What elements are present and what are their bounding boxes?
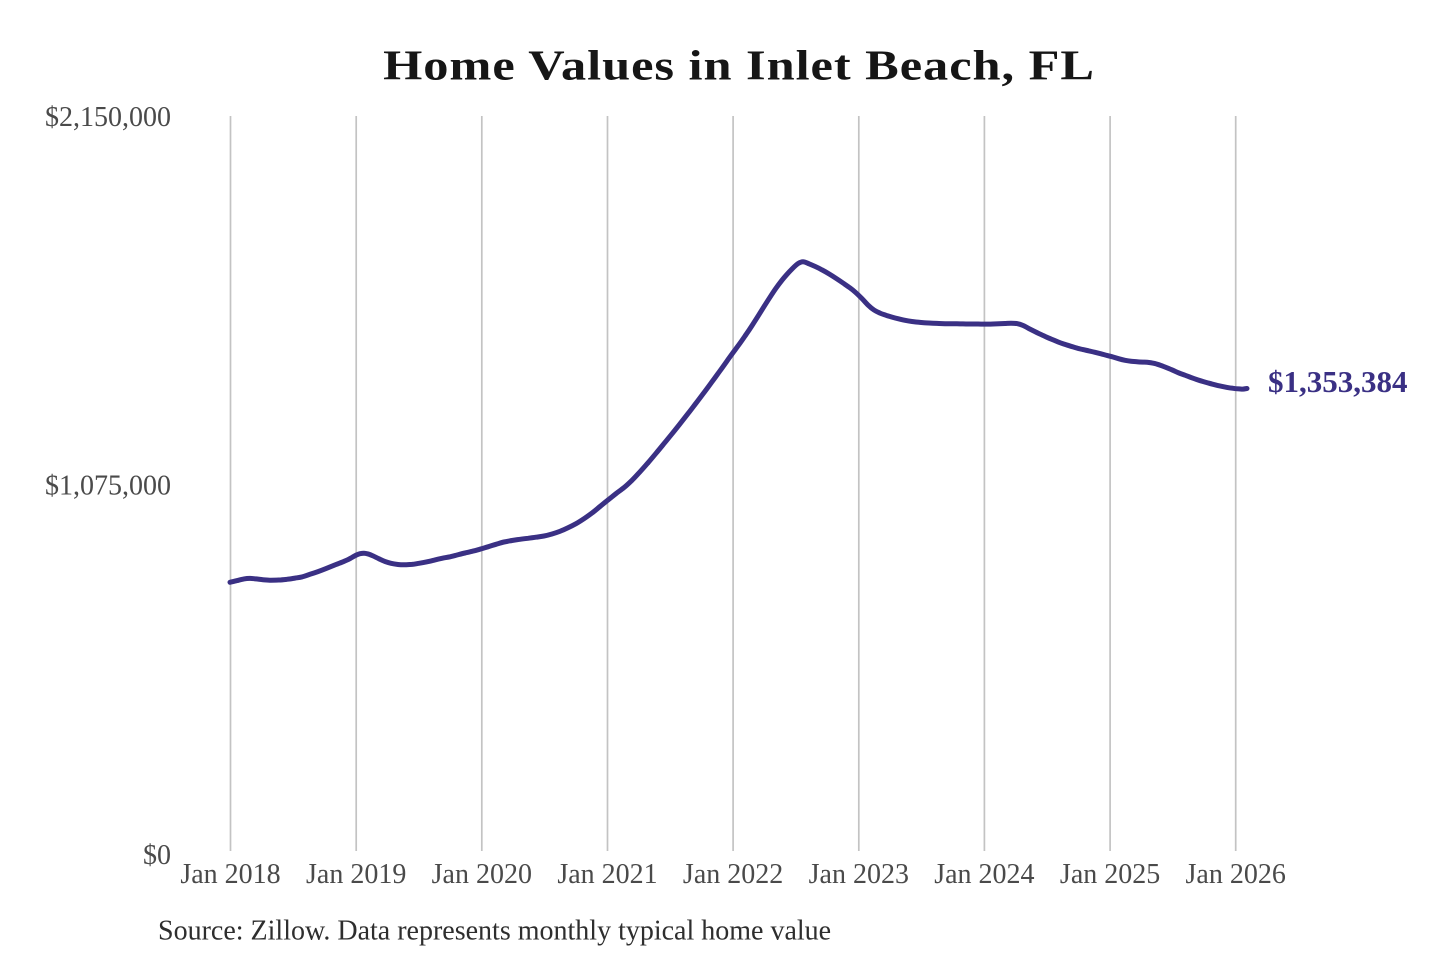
svg-text:Jan 2026: Jan 2026: [1186, 859, 1286, 890]
svg-text:Source: Zillow. Data represent: Source: Zillow. Data represents monthly …: [158, 915, 831, 946]
svg-text:Jan 2022: Jan 2022: [683, 859, 783, 890]
svg-text:Jan 2019: Jan 2019: [306, 859, 406, 890]
svg-text:Jan 2025: Jan 2025: [1060, 859, 1160, 890]
svg-text:Jan 2021: Jan 2021: [557, 859, 657, 890]
svg-text:Home Values in Inlet Beach, FL: Home Values in Inlet Beach, FL: [383, 43, 1095, 89]
svg-text:Jan 2018: Jan 2018: [180, 859, 280, 890]
svg-text:Jan 2024: Jan 2024: [934, 859, 1034, 890]
svg-text:$1,075,000: $1,075,000: [45, 471, 171, 502]
svg-text:$2,150,000: $2,150,000: [45, 102, 171, 133]
svg-text:Jan 2023: Jan 2023: [809, 859, 909, 890]
svg-text:Jan 2020: Jan 2020: [432, 859, 532, 890]
svg-text:$1,353,384: $1,353,384: [1268, 364, 1408, 399]
svg-text:$0: $0: [143, 840, 171, 871]
